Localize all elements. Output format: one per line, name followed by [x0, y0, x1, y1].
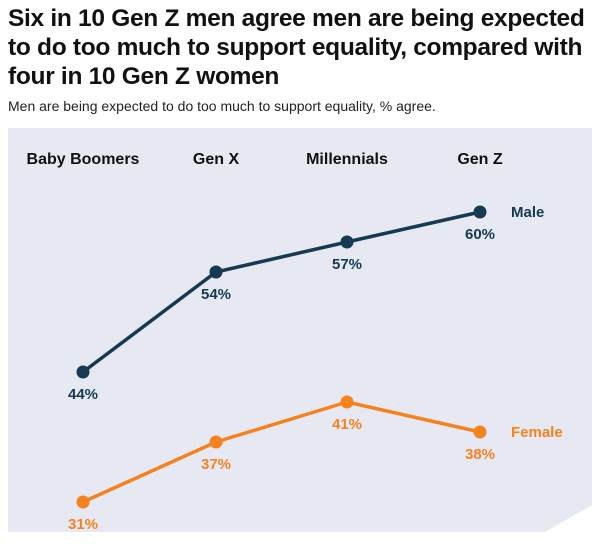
series-name-label: Male [511, 204, 544, 221]
data-label: 54% [201, 286, 231, 303]
data-label: 41% [332, 416, 362, 433]
data-label: 60% [465, 226, 495, 243]
data-point [473, 205, 487, 219]
chart-subtitle: Men are being expected to do too much to… [8, 98, 436, 114]
category-label: Baby Boomers [27, 151, 140, 168]
data-point [76, 365, 90, 379]
series-female: 31% 37% 41% 38% Female [68, 395, 563, 533]
data-point [473, 425, 487, 439]
plot-background [8, 128, 592, 532]
category-label: Gen Z [457, 151, 503, 168]
data-label: 37% [201, 456, 231, 473]
data-label: 31% [68, 516, 98, 533]
data-point [340, 235, 354, 249]
category-label: Millennials [306, 151, 388, 168]
data-point [209, 265, 223, 279]
data-label: 38% [465, 446, 495, 463]
data-point [340, 395, 354, 409]
data-label: 57% [332, 256, 362, 273]
chart-title: Six in 10 Gen Z men agree men are being … [8, 5, 585, 90]
series-line [81, 210, 481, 374]
series-male: 44% 54% 57% 60% Male [68, 204, 544, 403]
series-name-label: Female [511, 424, 563, 441]
data-label: 44% [68, 386, 98, 403]
data-point [76, 495, 90, 509]
data-point [209, 435, 223, 449]
series-line [82, 400, 481, 504]
category-label: Gen X [193, 151, 240, 168]
